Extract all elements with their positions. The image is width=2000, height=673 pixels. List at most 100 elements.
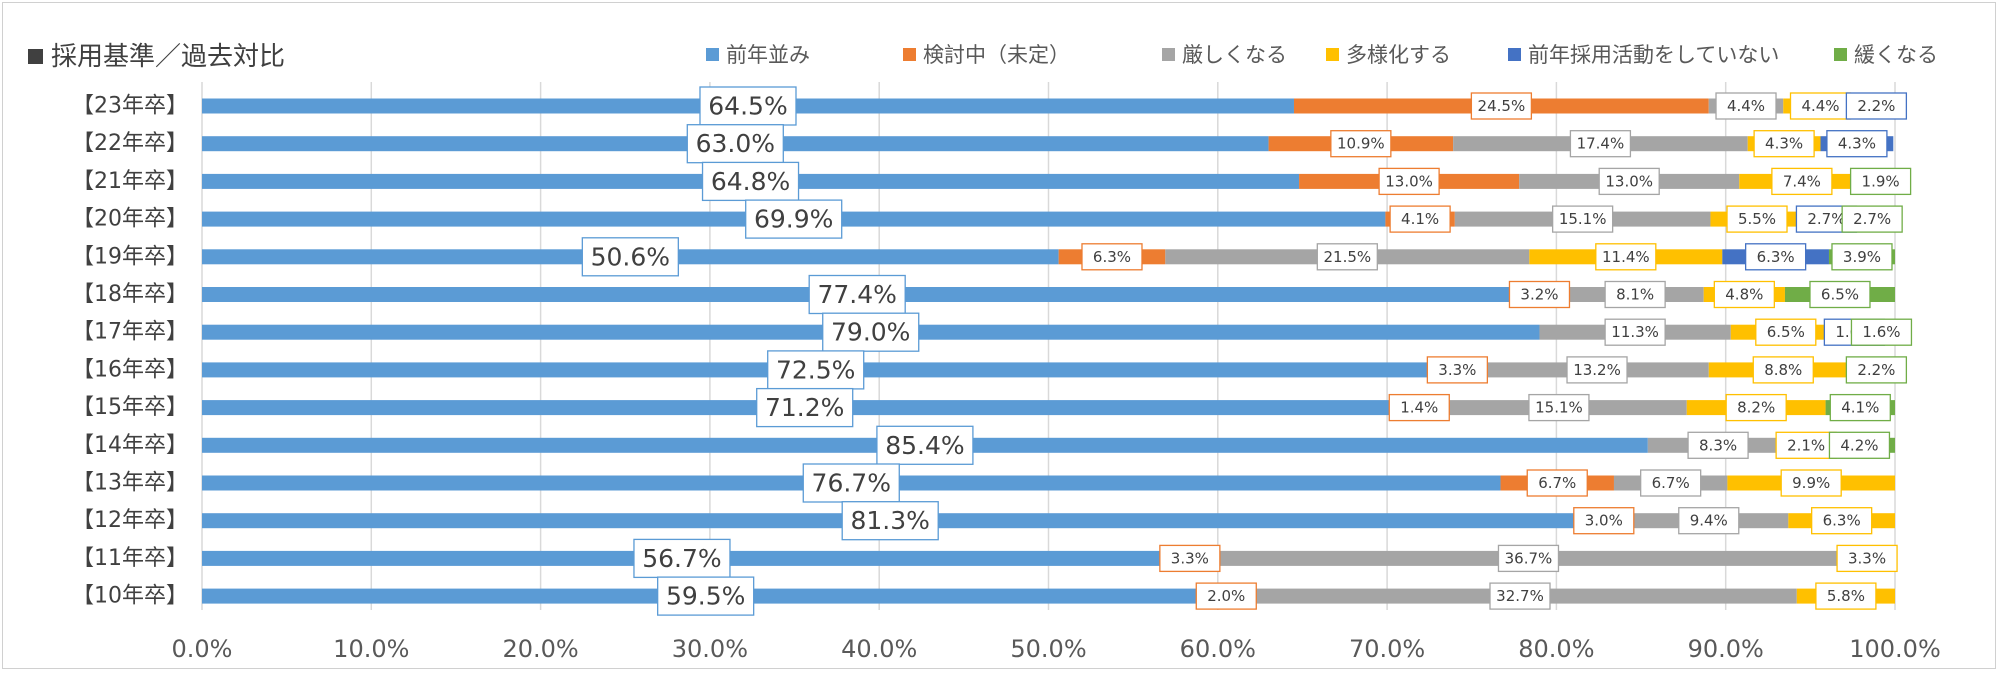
- x-tick-label: 90.0%: [1688, 635, 1764, 663]
- legend-swatch: [706, 48, 719, 61]
- data-label-box: [1508, 280, 1571, 309]
- data-label: 85.4%: [885, 431, 964, 460]
- data-label-box: [1755, 318, 1817, 346]
- data-label: 4.2%: [1840, 436, 1878, 454]
- data-label-box: [1566, 356, 1628, 384]
- data-label: 6.7%: [1538, 474, 1576, 492]
- data-label: 4.3%: [1838, 135, 1876, 153]
- data-label-box: [1497, 544, 1560, 573]
- category-label: 【10年卒】: [72, 584, 188, 609]
- data-label-box: [1828, 431, 1891, 459]
- data-label: 9.4%: [1690, 512, 1728, 530]
- data-label: 63.0%: [696, 129, 775, 158]
- data-label: 3.2%: [1520, 286, 1558, 304]
- data-label-box: [756, 387, 854, 428]
- data-label: 3.3%: [1438, 361, 1476, 379]
- category-label: 【20年卒】: [72, 207, 188, 232]
- data-label-box: [1195, 582, 1257, 610]
- data-label: 2.2%: [1857, 361, 1895, 379]
- data-label-box: [1551, 205, 1614, 233]
- data-label: 6.3%: [1093, 248, 1131, 266]
- data-label-box: [1604, 318, 1666, 346]
- data-label: 8.3%: [1699, 436, 1737, 454]
- data-label: 3.3%: [1848, 549, 1886, 567]
- data-label: 81.3%: [850, 506, 929, 535]
- category-label: 【15年卒】: [72, 395, 188, 420]
- data-label-box: [1640, 469, 1702, 497]
- data-label: 3.9%: [1843, 248, 1881, 266]
- data-label-box: [1831, 243, 1893, 271]
- category-label: 【14年卒】: [72, 433, 188, 458]
- data-label-box: [1715, 92, 1777, 120]
- data-label: 7.4%: [1783, 172, 1821, 190]
- data-label-box: [1780, 469, 1842, 497]
- data-label: 24.5%: [1478, 97, 1526, 115]
- data-label: 64.8%: [711, 167, 790, 196]
- data-label: 2.2%: [1857, 97, 1895, 115]
- data-label: 5.5%: [1738, 210, 1776, 228]
- data-label: 71.2%: [765, 393, 844, 422]
- data-label-box: [581, 237, 679, 277]
- data-label: 11.3%: [1611, 323, 1659, 341]
- data-label-box: [633, 538, 731, 579]
- legend-swatch: [1162, 48, 1175, 61]
- data-label-box: [1569, 130, 1632, 158]
- data-label: 69.9%: [754, 205, 833, 234]
- data-label-box: [767, 350, 865, 390]
- title-square-icon: [28, 49, 43, 64]
- data-label: 4.3%: [1765, 135, 1803, 153]
- data-label: 8.2%: [1737, 399, 1775, 417]
- category-label: 【21年卒】: [72, 169, 188, 194]
- data-label: 10.9%: [1337, 135, 1385, 153]
- legend-swatch: [903, 48, 916, 61]
- data-label-box: [1815, 582, 1877, 610]
- data-label: 1.4%: [1400, 399, 1438, 417]
- data-label: 15.1%: [1535, 399, 1583, 417]
- x-tick-label: 10.0%: [333, 635, 409, 663]
- data-label: 21.5%: [1323, 248, 1371, 266]
- chart-title: 採用基準／過去対比: [28, 36, 285, 73]
- category-label: 【18年卒】: [72, 282, 188, 307]
- data-label-box: [1595, 243, 1657, 271]
- data-label: 6.7%: [1652, 474, 1690, 492]
- x-tick-label: 30.0%: [672, 635, 748, 663]
- data-label: 15.1%: [1559, 210, 1607, 228]
- data-label-box: [1526, 469, 1588, 497]
- data-label-box: [1573, 507, 1635, 535]
- data-label: 2.7%: [1853, 210, 1891, 228]
- data-label-box: [1378, 167, 1440, 196]
- data-label: 6.3%: [1757, 248, 1795, 266]
- category-label: 【17年卒】: [72, 320, 188, 345]
- data-label-box: [1826, 130, 1888, 158]
- category-label: 【23年卒】: [72, 94, 188, 119]
- data-label: 4.1%: [1401, 210, 1439, 228]
- data-label-box: [876, 425, 974, 465]
- data-label-box: [1713, 280, 1775, 309]
- data-label: 17.4%: [1577, 135, 1625, 153]
- legend-entry: 多様化する: [1346, 43, 1451, 67]
- x-tick-label: 100.0%: [1849, 635, 1941, 663]
- x-tick-label: 60.0%: [1180, 635, 1256, 663]
- data-label-box: [1081, 243, 1143, 271]
- data-label: 56.7%: [642, 544, 721, 573]
- legend-entry: 厳しくなる: [1182, 43, 1287, 67]
- data-label: 4.8%: [1725, 286, 1763, 304]
- data-label: 1.9%: [1862, 172, 1900, 190]
- data-label: 13.0%: [1605, 172, 1653, 190]
- data-label: 4.1%: [1841, 399, 1879, 417]
- data-label-box: [802, 463, 900, 503]
- data-label-box: [822, 312, 920, 352]
- data-label: 2.0%: [1207, 587, 1245, 605]
- data-label: 77.4%: [817, 280, 896, 309]
- data-label-box: [1159, 544, 1221, 573]
- data-label: 36.7%: [1505, 549, 1553, 567]
- data-label: 79.0%: [831, 318, 910, 347]
- data-label-box: [745, 199, 843, 239]
- category-label: 【22年卒】: [72, 131, 188, 156]
- data-label-box: [1470, 92, 1533, 120]
- data-label-box: [1845, 356, 1908, 384]
- data-label: 11.4%: [1602, 248, 1650, 266]
- data-label-box: [1426, 356, 1489, 384]
- data-label-box: [1388, 393, 1450, 422]
